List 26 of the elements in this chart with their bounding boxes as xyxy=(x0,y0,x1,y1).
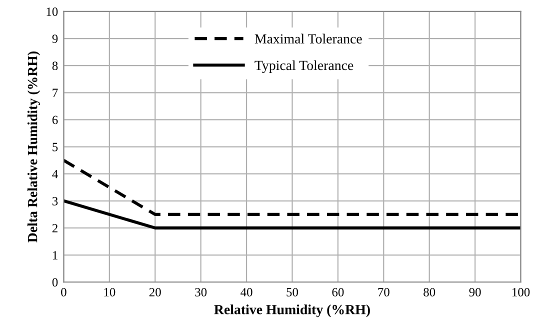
x-tick-label: 10 xyxy=(104,288,116,296)
x-tick-label: 60 xyxy=(332,288,344,296)
x-tick-label: 90 xyxy=(469,288,481,296)
x-tick-label: 30 xyxy=(195,288,207,296)
legend-label: Maximal Tolerance xyxy=(254,34,362,44)
x-tick-label: 40 xyxy=(240,288,252,296)
y-tick-label: 5 xyxy=(52,142,58,152)
y-tick-label: 3 xyxy=(52,196,58,206)
x-tick-label: 80 xyxy=(424,288,436,296)
x-tick-label: 50 xyxy=(286,288,298,296)
y-tick-label: 0 xyxy=(52,278,58,287)
x-tick-label: 20 xyxy=(149,288,161,296)
y-tick-label: 1 xyxy=(53,251,58,260)
y-axis-title: Delta Relative Humidity (%RH) xyxy=(27,52,40,242)
y-tick-label: 9 xyxy=(52,34,58,43)
x-tick-label: 70 xyxy=(378,288,390,296)
x-axis-title: Relative Humidity (%RH) xyxy=(214,304,370,318)
y-tick-label: 8 xyxy=(52,62,58,70)
y-tick-label: 7 xyxy=(52,88,58,97)
legend-label: Typical Tolerance xyxy=(254,60,354,73)
y-tick-label: 4 xyxy=(52,170,58,178)
x-tick-label: 100 xyxy=(512,288,530,296)
y-tick-label: 10 xyxy=(46,8,58,16)
y-tick-label: 6 xyxy=(52,116,58,124)
y-tick-label: 2 xyxy=(52,224,58,232)
x-tick-label: 0 xyxy=(61,288,66,296)
